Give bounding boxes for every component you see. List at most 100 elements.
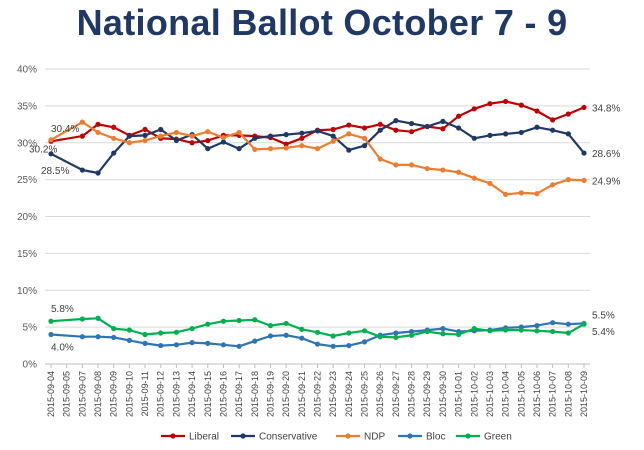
y-tick-label: 20% [17,212,37,223]
data-point-conservative [142,132,148,138]
y-tick-label: 5% [23,323,38,334]
data-point-liberal [346,122,352,128]
data-point-conservative [487,132,493,138]
data-point-ndp [346,131,352,137]
x-tick-label: 2015-09-20 [281,371,291,417]
data-point-liberal [283,141,289,147]
data-label: 4.0% [51,343,74,354]
x-tick-label: 2015-09-21 [297,371,307,417]
data-point-bloc [205,340,211,346]
data-point-ndp [283,145,289,151]
data-point-ndp [330,138,336,144]
data-point-conservative [314,128,321,134]
data-point-bloc [173,342,180,348]
data-point-green [361,328,368,334]
data-point-ndp [205,129,211,135]
y-tick-label: 10% [17,286,37,297]
data-point-ndp [503,191,509,197]
x-tick-label: 2015-09-22 [313,371,323,417]
x-tick-label: 2015-09-29 [422,371,432,417]
legend-marker-conservative [240,433,246,439]
data-point-liberal [111,124,117,130]
data-point-conservative [518,129,524,136]
data-point-bloc [158,342,164,349]
data-point-conservative [471,135,477,141]
series-line-liberal [50,100,585,146]
data-point-green [236,317,242,324]
data-point-conservative [565,131,571,137]
data-point-liberal [393,127,399,133]
data-point-liberal [534,108,540,114]
data-point-ndp [487,180,493,186]
data-point-bloc [126,337,132,343]
y-tick-label: 0% [23,360,38,371]
data-point-conservative [48,151,54,157]
series-line-ndp [50,120,585,196]
data-label: 5.5% [592,310,615,321]
data-point-ndp [361,135,368,141]
data-point-green [393,334,399,341]
x-tick-label: 2015-09-14 [187,371,197,417]
data-point-green [173,329,180,335]
data-point-bloc [48,331,54,338]
data-point-liberal [487,101,493,107]
legend-label-conservative: Conservative [259,432,318,443]
data-point-bloc [565,321,571,327]
data-point-green [503,327,509,333]
data-point-bloc [408,328,415,335]
data-point-green [314,329,321,335]
legend-marker-bloc [407,433,413,439]
data-point-bloc [111,334,117,341]
data-point-green [283,320,289,327]
x-tick-label: 2015-09-05 [62,371,72,417]
data-point-conservative [455,125,462,131]
data-point-liberal [377,121,383,127]
legend-label-bloc: Bloc [426,432,445,443]
data-point-conservative [236,146,242,152]
data-point-green [79,316,85,322]
data-point-ndp [455,169,462,175]
data-point-green [424,328,430,335]
series-line-conservative [50,119,585,175]
x-tick-label: 2015-09-23 [328,371,338,417]
data-point-liberal [79,133,85,139]
data-point-ndp [158,133,164,139]
x-tick-label: 2015-09-09 [109,371,119,417]
data-point-green [346,330,352,336]
y-tick-label: 30% [17,138,37,149]
x-tick-label: 2015-10-08 [563,371,573,417]
data-point-green [111,326,117,332]
x-tick-label: 2015-09-12 [156,371,166,417]
data-point-conservative [393,118,399,124]
x-tick-label: 2015-09-24 [344,371,354,417]
legend-marker-liberal [170,433,176,439]
legend-label-ndp: NDP [364,432,385,443]
data-point-conservative [534,124,540,130]
data-point-conservative [299,130,305,136]
data-point-bloc [299,335,305,341]
data-point-ndp [252,146,258,152]
data-point-green [455,331,462,338]
data-point-green [267,323,274,329]
data-point-liberal [471,106,477,112]
data-point-green [95,315,101,321]
data-point-ndp [518,190,524,196]
x-tick-label: 2015-09-07 [77,371,87,417]
data-point-bloc [346,342,352,349]
x-tick-label: 2015-09-11 [140,371,150,416]
data-point-ndp [534,191,540,197]
data-point-green [126,327,132,333]
data-point-conservative [126,133,132,139]
data-point-ndp [111,135,117,141]
data-point-conservative [346,147,352,153]
data-point-green [440,331,446,337]
x-tick-label: 2015-09-17 [234,371,244,417]
data-point-ndp [220,134,227,141]
chart-title: National Ballot October 7 - 9 [76,2,568,43]
data-point-conservative [252,135,258,141]
data-point-conservative [377,127,383,133]
data-point-bloc [283,332,289,338]
data-point-conservative [205,146,211,152]
x-tick-label: 2015-09-10 [124,371,134,417]
